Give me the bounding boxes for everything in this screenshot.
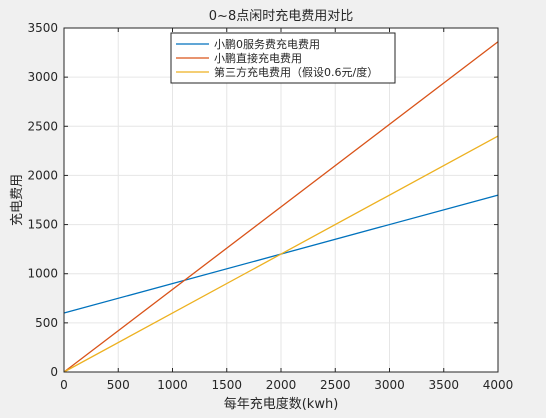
legend-entry-1: 小鹏0服务费充电费用 bbox=[214, 37, 320, 51]
y-tick-label: 3500 bbox=[27, 21, 58, 35]
series-line-3 bbox=[63, 135, 499, 373]
x-tick-label: 4000 bbox=[483, 378, 514, 392]
axes-box bbox=[63, 27, 499, 373]
y-tick-label: 2000 bbox=[27, 168, 58, 182]
series-lines bbox=[63, 41, 499, 373]
x-tick-label: 2000 bbox=[266, 378, 297, 392]
y-tick-label: 1500 bbox=[27, 218, 58, 232]
x-tick-label: 0 bbox=[60, 378, 68, 392]
tick-labels: 0 500 1000 1500 2000 2500 3000 3500 4000 0 500 1000… bbox=[27, 21, 513, 392]
y-tick-label: 3000 bbox=[27, 70, 58, 84]
y-tick-label: 2500 bbox=[27, 119, 58, 133]
legend-entry-3: 第三方充电费用（假设0.6元/度） bbox=[214, 65, 378, 79]
chart-title: 0~8点闲时充电费用对比 bbox=[209, 8, 353, 24]
x-tick-label: 500 bbox=[107, 378, 130, 392]
series-line-2 bbox=[63, 41, 499, 373]
x-tick-label: 1000 bbox=[157, 378, 188, 392]
x-tick-label: 2500 bbox=[320, 378, 351, 392]
y-tick-label: 500 bbox=[35, 316, 58, 330]
y-tick-label: 0 bbox=[50, 365, 58, 379]
x-tick-label: 3000 bbox=[374, 378, 405, 392]
axes bbox=[63, 27, 499, 373]
y-tick-label: 1000 bbox=[27, 267, 58, 281]
x-tick-label: 3500 bbox=[428, 378, 459, 392]
y-axis-label: 充电费用 bbox=[9, 174, 25, 226]
x-tick-label: 1500 bbox=[211, 378, 242, 392]
legend-entry-2: 小鹏直接充电费用 bbox=[214, 51, 302, 65]
x-axis-label: 每年充电度数(kwh) bbox=[224, 396, 339, 412]
